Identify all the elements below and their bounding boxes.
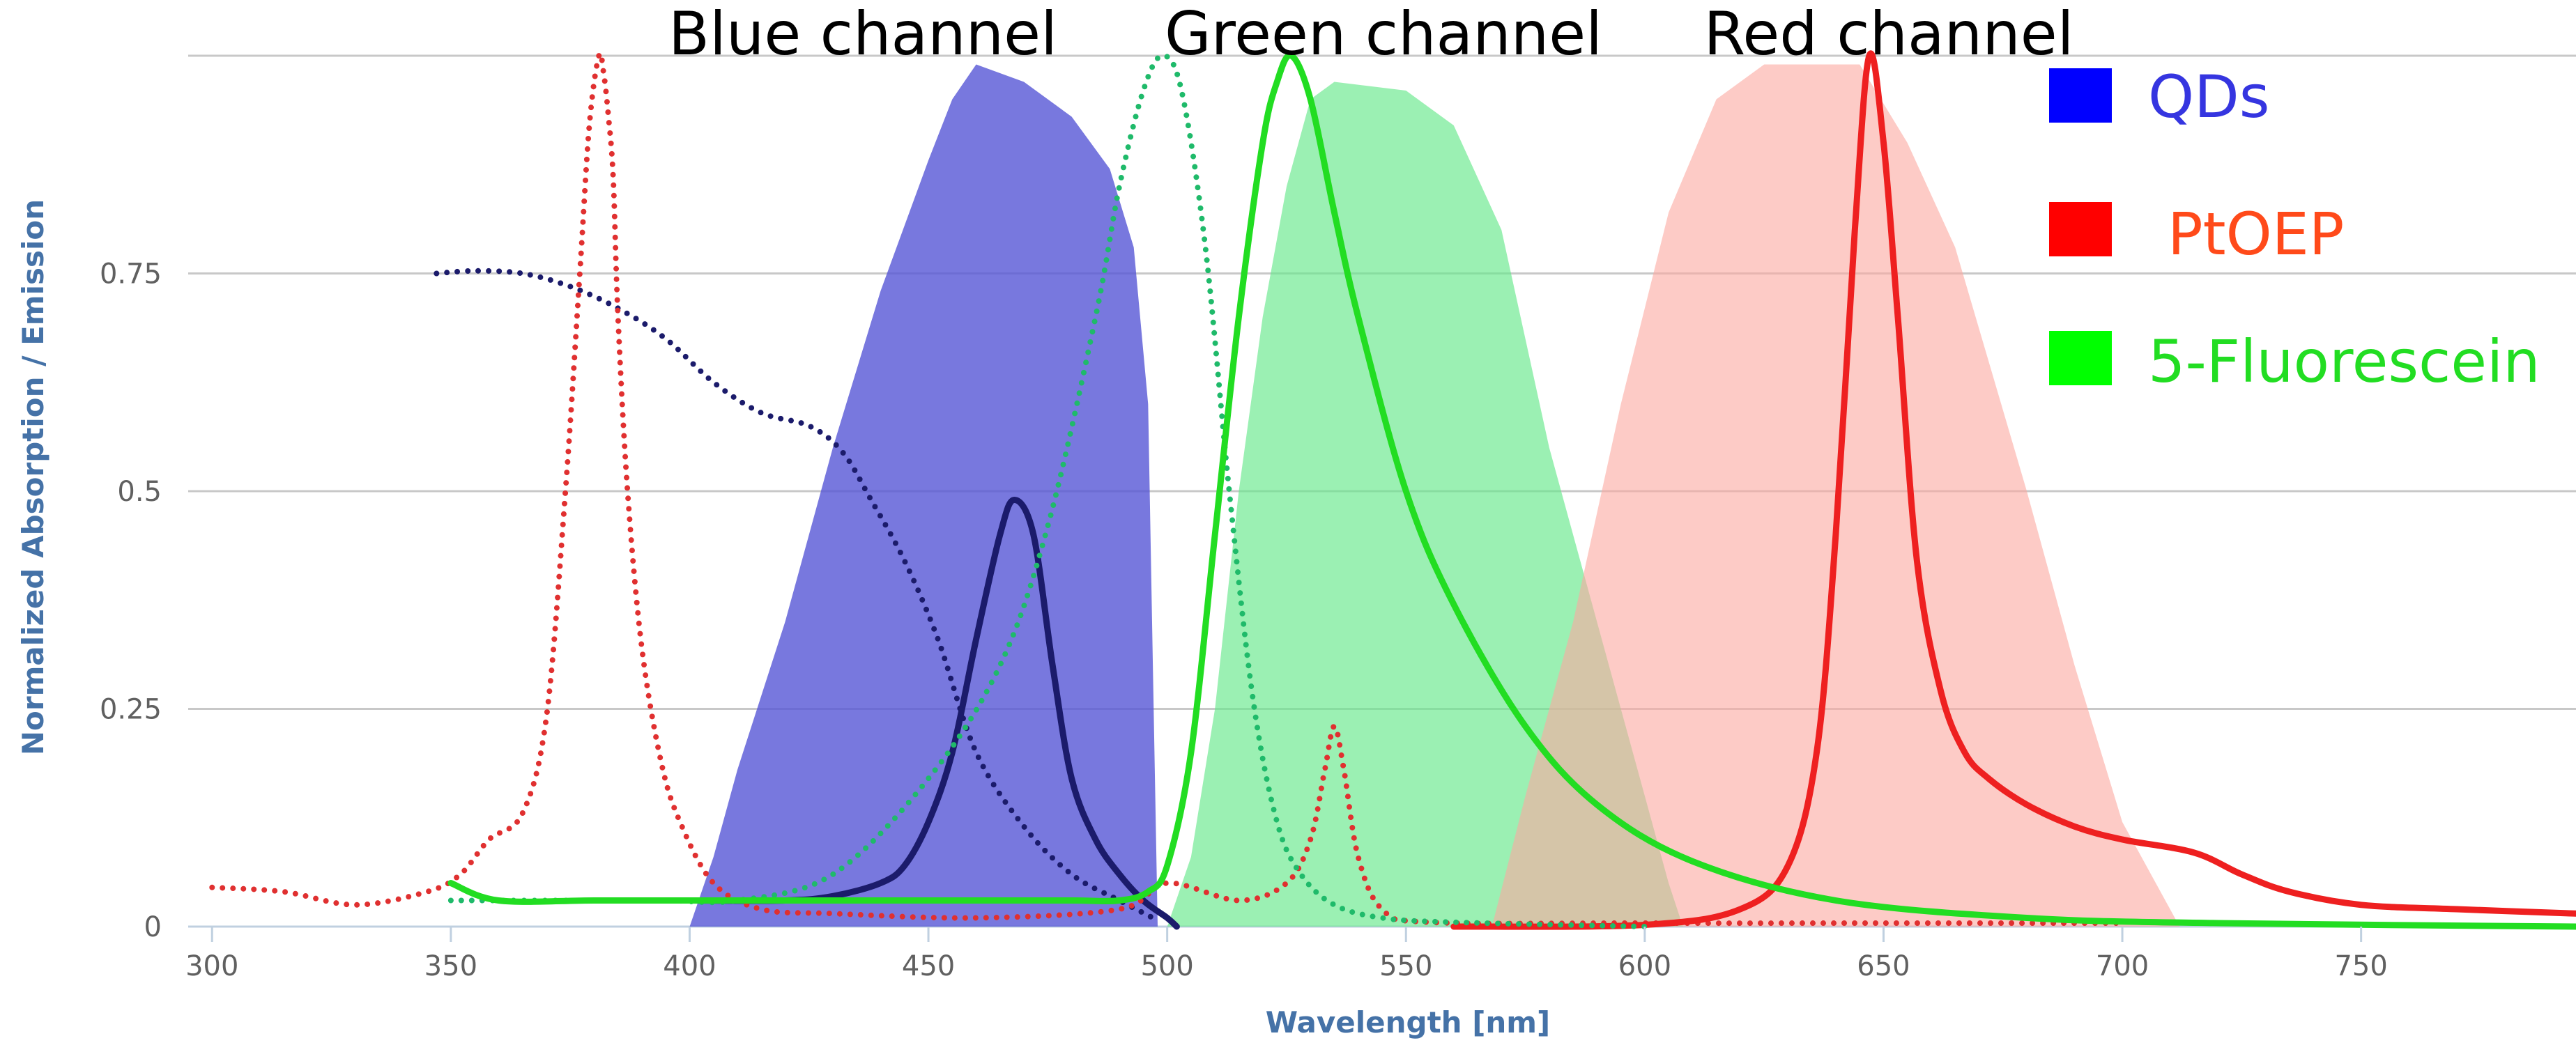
x-tick-label: 600 bbox=[1618, 950, 1671, 982]
axes: Wavelength [nm] Normalized Absorption / … bbox=[16, 199, 2388, 1039]
series-line-ptoep-absorption bbox=[209, 50, 2126, 927]
y-tick-label: 0.75 bbox=[100, 258, 162, 291]
x-tick-label: 400 bbox=[663, 950, 716, 982]
y-tick-label: 0.25 bbox=[100, 694, 162, 726]
x-tick-label: 650 bbox=[1857, 950, 1910, 982]
legend-label-ptoep: PtOEP bbox=[2168, 200, 2344, 268]
series-line-ptoep-emission bbox=[1450, 50, 2576, 930]
y-tick-label: 0 bbox=[144, 911, 162, 943]
channel-label-red: Red channel bbox=[1703, 0, 2073, 69]
channel-label-blue: Blue channel bbox=[668, 0, 1057, 69]
x-tick-label: 450 bbox=[902, 950, 955, 982]
x-tick-label: 300 bbox=[185, 950, 238, 982]
x-tick-label: 700 bbox=[2096, 950, 2149, 982]
legend: QDs PtOEP 5-Fluorescein bbox=[2049, 63, 2540, 396]
series-line-fluorescein-emission bbox=[447, 52, 2576, 930]
channel-bands bbox=[689, 64, 2180, 927]
legend-swatch-ptoep bbox=[2049, 202, 2112, 256]
legend-label-fluorescein: 5-Fluorescein bbox=[2148, 327, 2540, 396]
y-tick-label: 0.5 bbox=[117, 476, 162, 508]
series-line-qd-absorption bbox=[434, 268, 1156, 921]
series-line-qd-emission bbox=[687, 497, 1180, 930]
legend-swatch-qds bbox=[2049, 68, 2112, 123]
channel-label-green: Green channel bbox=[1165, 0, 1602, 69]
channel-band bbox=[689, 64, 1158, 927]
legend-label-qds: QDs bbox=[2148, 63, 2270, 131]
x-tick-label: 550 bbox=[1379, 950, 1432, 982]
legend-swatch-fluorescein bbox=[2049, 331, 2112, 385]
x-tick-label: 350 bbox=[424, 950, 477, 982]
y-axis-title: Normalized Absorption / Emission bbox=[16, 199, 50, 755]
x-tick-label: 750 bbox=[2334, 950, 2387, 982]
x-tick-label: 500 bbox=[1140, 950, 1193, 982]
channel-labels: Blue channel Green channel Red channel bbox=[668, 0, 2074, 69]
x-axis-title: Wavelength [nm] bbox=[1266, 1005, 1551, 1039]
series-line-fluorescein-absorption bbox=[447, 53, 1648, 929]
spectral-curves bbox=[209, 50, 2576, 930]
